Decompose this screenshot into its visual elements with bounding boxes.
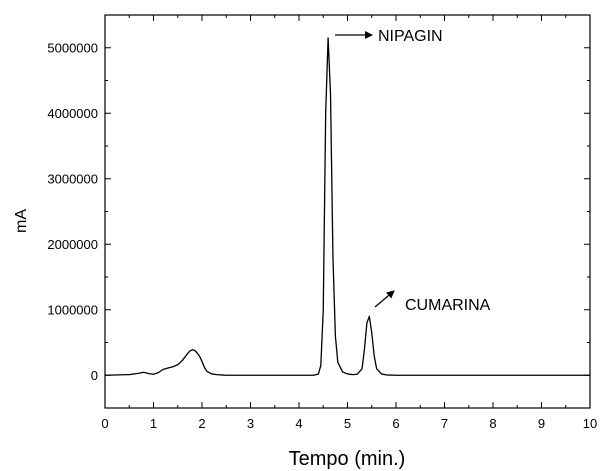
x-tick-label: 1 — [150, 416, 157, 431]
annotation-cumarina: CUMARINA — [405, 297, 491, 314]
chromatogram-series-line — [104, 37, 590, 376]
y-tick-label: 2000000 — [47, 237, 98, 252]
annotation-nipagin: NIPAGIN — [378, 28, 443, 45]
x-tick-label: 0 — [101, 416, 108, 431]
x-tick-label: 7 — [441, 416, 448, 431]
y-tick-label: 4000000 — [47, 106, 98, 121]
x-tick-label: 4 — [295, 416, 302, 431]
x-tick-label: 6 — [392, 416, 399, 431]
cumarina-arrow — [374, 290, 395, 308]
x-tick-label: 3 — [247, 416, 254, 431]
x-axis-title: Tempo (min.) — [289, 448, 406, 470]
plot-frame — [104, 14, 591, 409]
x-tick-label: 2 — [198, 416, 205, 431]
x-tick-label: 5 — [344, 416, 351, 431]
y-tick-label: 1000000 — [47, 302, 98, 317]
y-tick-label: 0 — [91, 368, 98, 383]
y-axis-title: mA — [13, 209, 30, 233]
ticks-layer — [104, 14, 591, 409]
y-tick-label: 3000000 — [47, 171, 98, 186]
x-tick-label: 9 — [538, 416, 545, 431]
x-tick-label: 8 — [489, 416, 496, 431]
tick-labels-layer: 0 1 2 3 4 5 6 7 8 9 10 0 1000000 2000000 3000000 400000… — [47, 40, 597, 431]
x-tick-label: 10 — [583, 416, 597, 431]
y-tick-label: 5000000 — [47, 40, 98, 55]
